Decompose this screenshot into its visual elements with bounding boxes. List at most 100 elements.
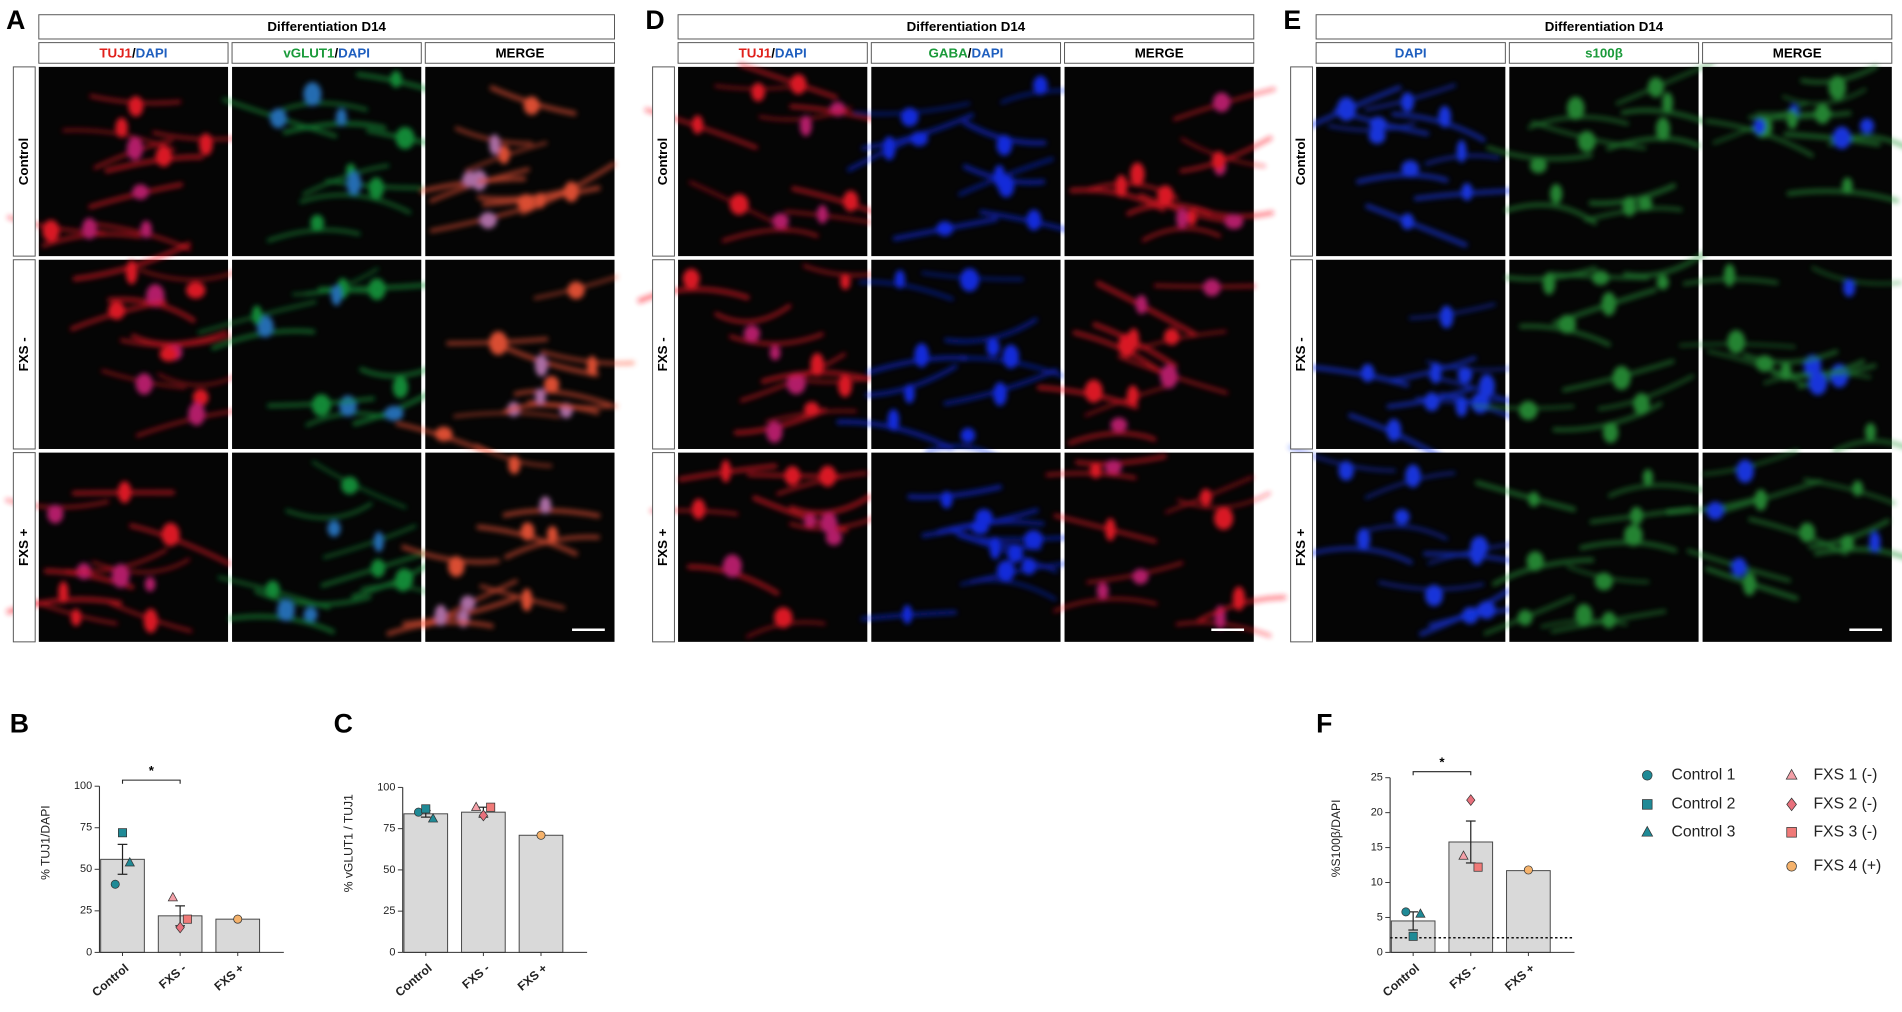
legend-marker	[1642, 799, 1653, 810]
column-label-part: DAPI	[971, 45, 1003, 60]
column-label-part: DAPI	[338, 45, 370, 60]
legend-label: FXS 2 (-)	[1813, 796, 1877, 813]
cells	[836, 268, 1065, 466]
cell-process	[637, 286, 750, 304]
cell-body	[498, 145, 510, 164]
column-label: DAPI	[1395, 45, 1427, 60]
x-tick-label: Control	[89, 961, 131, 999]
cell-body	[986, 338, 1000, 357]
cell-body	[567, 281, 585, 300]
cells	[197, 267, 454, 428]
cell-body	[1084, 379, 1103, 403]
cell-body	[691, 115, 704, 134]
cell-process	[502, 402, 600, 416]
cell-body	[70, 608, 82, 627]
micrograph-bg	[1064, 452, 1254, 642]
column-label: GABA/DAPI	[929, 45, 1004, 60]
legend-marker	[1786, 861, 1797, 872]
cell-body	[1799, 522, 1816, 543]
cell-body	[1642, 469, 1654, 486]
cell-body	[1624, 524, 1643, 547]
cell-body	[392, 376, 409, 399]
micrograph-bg	[1702, 259, 1892, 449]
row-label: Control	[1293, 138, 1308, 185]
cell-body	[535, 388, 546, 405]
cell-body	[42, 219, 60, 242]
y-axis-label: % TUJ1/DAPI	[38, 805, 52, 880]
column-label: TUJ1/DAPI	[739, 45, 807, 60]
cell-body	[188, 402, 206, 426]
cell-process	[713, 303, 792, 324]
column-label-part: /	[334, 45, 338, 60]
cells	[860, 484, 1087, 624]
data-point	[486, 802, 496, 812]
cell-body	[1591, 270, 1610, 286]
cell-body	[434, 604, 447, 626]
cell-process	[139, 268, 243, 282]
data-point	[1415, 908, 1426, 918]
cell-body	[1517, 609, 1533, 626]
cell-body	[900, 107, 919, 127]
cell-body	[784, 466, 801, 486]
micrograph-bg	[425, 452, 615, 642]
cell-body	[729, 193, 749, 215]
cell-body	[1869, 531, 1881, 553]
legend-label: Control 3	[1672, 823, 1736, 840]
column-box	[1702, 42, 1893, 64]
cell-body	[368, 177, 384, 199]
significance-bracket	[1412, 771, 1472, 776]
column-label-part: /	[771, 45, 775, 60]
cell-body	[816, 205, 828, 224]
cell-body	[1550, 184, 1563, 204]
column-label: MERGE	[495, 45, 544, 60]
cell-body	[1602, 422, 1619, 444]
micrograph	[1064, 66, 1276, 257]
cell-body	[820, 512, 838, 534]
micrograph	[217, 452, 450, 642]
cells	[1037, 278, 1256, 446]
y-tick-label: 0	[389, 946, 395, 958]
cell-process	[285, 501, 373, 520]
cell-body	[186, 281, 206, 299]
chart-letter: C	[334, 709, 353, 739]
legend-label: Control 1	[1672, 766, 1736, 783]
cell-body	[1594, 572, 1613, 591]
cell-body	[155, 145, 172, 167]
y-tick-label: 0	[1377, 946, 1383, 958]
x-tick-label: Control	[393, 961, 435, 999]
cell-body	[1655, 117, 1670, 142]
column-label-part: /	[132, 45, 136, 60]
cell-body	[270, 108, 287, 129]
column-label: MERGE	[1773, 45, 1822, 60]
legend-label: FXS 4 (+)	[1813, 857, 1881, 874]
cell-process	[721, 228, 819, 243]
cell-body	[448, 556, 465, 577]
column-label-part: GABA	[929, 45, 969, 60]
cell-body	[691, 498, 706, 520]
cell-body	[82, 217, 97, 240]
cell-body	[108, 301, 126, 320]
data-point	[1401, 907, 1411, 917]
micrograph-bg	[232, 66, 422, 257]
column-label-part: DAPI	[136, 45, 168, 60]
cell-body	[936, 221, 954, 236]
cells	[1705, 64, 1902, 204]
row-box	[12, 452, 36, 643]
data-point	[470, 801, 482, 811]
cell-body	[1832, 126, 1851, 150]
cell-body	[1706, 501, 1724, 520]
cell-body	[251, 305, 262, 325]
cell-body	[1601, 292, 1617, 316]
cell-body	[1089, 462, 1102, 479]
cells	[1666, 448, 1902, 602]
cells	[419, 85, 617, 233]
micrograph	[7, 66, 257, 257]
micrograph	[1702, 64, 1902, 257]
cell-body	[1160, 364, 1178, 389]
column-label: s100β	[1585, 45, 1623, 60]
cell-body	[1602, 611, 1616, 629]
error-bar	[117, 843, 128, 875]
cell-body	[128, 96, 144, 117]
column-label-part: DAPI	[775, 45, 807, 60]
cell-body	[1753, 118, 1765, 135]
